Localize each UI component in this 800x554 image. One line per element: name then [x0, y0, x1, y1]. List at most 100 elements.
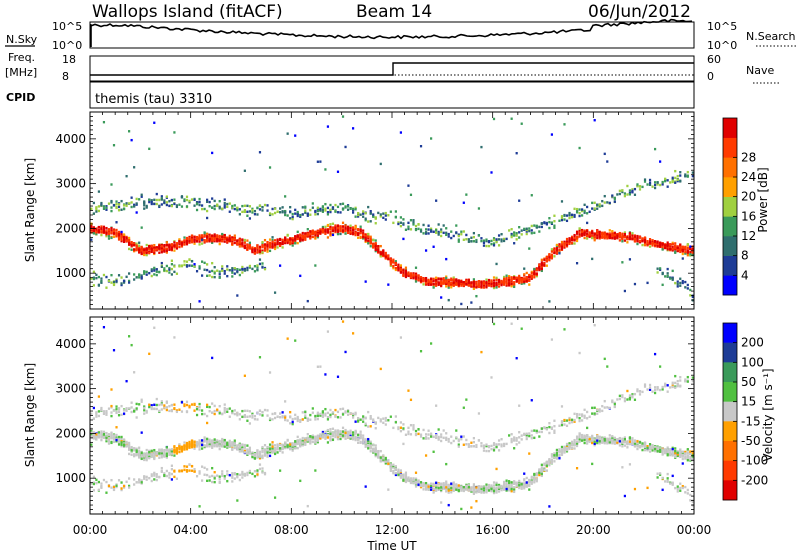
power-echo [216, 240, 219, 243]
power-echo [412, 273, 415, 277]
power-echo [115, 280, 118, 284]
power-echo [518, 274, 521, 278]
power-echo [299, 215, 302, 218]
power-echo [550, 133, 554, 136]
power-echo [304, 232, 307, 235]
power-echo [671, 178, 674, 181]
power-echo [631, 237, 634, 241]
velocity-echo [206, 439, 209, 442]
power-echo [326, 228, 330, 232]
velocity-echo [140, 457, 143, 460]
power-echo [193, 240, 196, 243]
power-echo [258, 258, 262, 261]
power-echo [223, 201, 226, 205]
power-echo [543, 263, 546, 267]
power-echo [362, 212, 365, 215]
velocity-echo [296, 415, 299, 419]
velocity-echo [130, 401, 133, 404]
velocity-echo [369, 425, 372, 428]
velocity-echo [216, 445, 219, 448]
power-echo [97, 209, 101, 213]
power-echo [372, 245, 375, 248]
velocity-echo [369, 450, 372, 453]
power-echo [603, 201, 606, 204]
velocity-echo [110, 434, 113, 437]
power-echo [412, 221, 415, 224]
velocity-echo [223, 409, 226, 412]
power-echo [417, 227, 420, 231]
power-echo [460, 284, 463, 287]
velocity-echo [258, 450, 262, 454]
velocity-echo [324, 437, 327, 440]
power-echo [190, 234, 194, 237]
velocity-echo [195, 442, 199, 445]
power-echo [102, 273, 106, 277]
power-echo [213, 236, 216, 239]
velocity-echo [138, 446, 141, 449]
power-echo [203, 231, 206, 235]
power-echo [133, 166, 136, 169]
power-echo [593, 237, 596, 241]
power-echo [442, 280, 445, 284]
power-echo [384, 211, 387, 215]
velocity-echo [226, 479, 229, 483]
power-echo [354, 226, 357, 229]
power-echo [138, 198, 141, 201]
power-echo [349, 230, 352, 234]
power-echo [155, 192, 158, 196]
velocity-echo [218, 444, 221, 447]
velocity-echo [153, 474, 156, 477]
velocity-echo [110, 486, 113, 489]
velocity-echo [324, 412, 327, 416]
velocity-echo [379, 420, 382, 423]
power-echo [495, 278, 498, 282]
velocity-echo [304, 416, 307, 419]
power-echo [372, 213, 375, 216]
velocity-echo [228, 441, 231, 445]
velocity-echo [362, 434, 365, 437]
power-echo [150, 199, 153, 202]
power-echo [419, 144, 423, 148]
power-echo [334, 203, 337, 207]
power-echo [581, 208, 584, 211]
power-echo [656, 267, 659, 270]
power-echo [133, 248, 136, 251]
velocity-echo [200, 412, 204, 416]
power-echo [198, 234, 201, 237]
power-echo [467, 240, 470, 243]
power-echo [97, 205, 101, 208]
velocity-echo [168, 448, 171, 451]
power-echo [442, 224, 445, 227]
velocity-echo [216, 439, 219, 442]
velocity-echo [173, 475, 176, 479]
power-echo [279, 242, 282, 245]
power-echo [160, 203, 163, 206]
power-echo [155, 270, 158, 273]
power-echo [404, 273, 408, 276]
power-echo [228, 268, 231, 272]
velocity-echo [367, 447, 370, 450]
power-echo [669, 181, 672, 184]
velocity-echo [150, 404, 153, 407]
power-echo [528, 273, 531, 277]
velocity-echo [90, 443, 93, 446]
power-echo [502, 281, 506, 284]
power-echo [175, 245, 179, 248]
power-echo [575, 237, 579, 240]
power-echo [412, 272, 415, 275]
velocity-echo [369, 414, 372, 418]
power-echo [221, 232, 224, 236]
power-echo [223, 198, 226, 201]
power-echo [548, 220, 551, 224]
velocity-echo [200, 440, 204, 443]
power-echo [653, 244, 657, 248]
power-echo [354, 208, 357, 211]
power-echo [422, 280, 425, 283]
velocity-echo [351, 431, 355, 434]
power-echo [314, 236, 317, 239]
velocity-echo [351, 332, 355, 335]
cpid-label: CPID [6, 91, 35, 104]
velocity-echo [243, 414, 246, 417]
power-echo [140, 249, 143, 252]
